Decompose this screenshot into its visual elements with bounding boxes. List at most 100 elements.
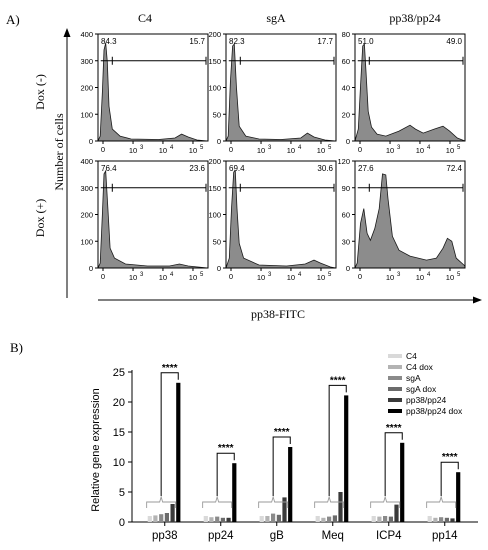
legend-swatch: [388, 387, 402, 391]
x-tick-exponent: 3: [397, 272, 401, 278]
bar-pp14-pp38-pp24-dox: [456, 472, 461, 522]
bar-pp24-c4-dox: [209, 517, 214, 522]
bar-group-pp38: pp38 ****: [146, 363, 181, 542]
histogram-frame: [225, 33, 337, 142]
y-tick-label: 60: [342, 57, 350, 66]
x-tick-label: gB: [270, 530, 284, 542]
gate-left-percent: 27.6: [358, 164, 374, 173]
bar-pp14-c4: [427, 516, 432, 522]
histogram-curve: [354, 42, 466, 142]
gate-left-percent: 82.3: [229, 37, 245, 46]
bar-pp38-pp38-pp24-dox: [176, 382, 181, 522]
panel-a-xlabel: pp38-FITC: [251, 307, 305, 321]
x-axis-arrow: [98, 296, 482, 304]
bar-meq-pp38-pp24-dox: [344, 395, 349, 522]
significance-bracket: [440, 461, 459, 496]
legend-label: sgA dox: [406, 384, 437, 394]
legend-label: sgA: [406, 373, 421, 383]
significance-stars: ****: [330, 375, 346, 386]
y-tick-label: 90: [342, 184, 350, 193]
significance-bracket: [384, 432, 403, 496]
x-tick-label: 10: [446, 273, 454, 282]
x-tick-label: 10: [159, 146, 167, 155]
legend-label: pp38/pp24 dox: [406, 406, 463, 416]
bar-meq-c4: [315, 516, 320, 522]
significance-bracket: [216, 452, 235, 496]
x-tick-label: 10: [317, 146, 325, 155]
gate-left-percent: 76.4: [101, 164, 117, 173]
bar-pp24-pp38-pp24-dox: [232, 463, 237, 522]
y-tick-label: 100: [208, 84, 221, 93]
gate-right-percent: 49.0: [446, 37, 462, 46]
x-tick-label: 10: [159, 273, 167, 282]
x-tick-label: 0: [358, 145, 362, 154]
bar-gb-c4: [259, 516, 264, 522]
bar-group-pp24: pp24 ****: [202, 443, 237, 542]
x-tick-label: 0: [101, 272, 105, 281]
x-tick-label: 0: [229, 272, 233, 281]
gate-left-percent: 84.3: [101, 37, 117, 46]
y-tick-label: 0: [217, 264, 221, 273]
bar-group-gb: gB ****: [258, 427, 293, 542]
bar-meq-c4-dox: [321, 517, 326, 522]
y-tick-label: 200: [80, 211, 93, 220]
x-tick-label: Meq: [322, 530, 344, 542]
y-tick-label: 400: [80, 157, 93, 166]
bar-icp4-sga-dox: [388, 516, 393, 522]
bar-icp4-pp38-pp24-dox: [400, 442, 405, 522]
y-tick-label: 100: [80, 237, 93, 246]
y-tick-label: 60: [342, 211, 350, 220]
bar-icp4-pp38-pp24: [394, 504, 399, 522]
y-tick-label: 200: [208, 157, 221, 166]
legend-swatch: [388, 398, 402, 402]
x-tick-label: 10: [386, 273, 394, 282]
bar-gb-c4-dox: [265, 516, 270, 522]
bar-pp24-sga-dox: [220, 517, 225, 522]
y-tick-label: 0: [89, 137, 93, 146]
y-tick-label: 40: [342, 84, 350, 93]
x-tick-label: 10: [257, 146, 265, 155]
x-tick-exponent: 5: [457, 145, 461, 151]
histogram-curve: [97, 169, 209, 269]
y-tick-label: 0: [346, 137, 350, 146]
legend-label: C4: [406, 351, 417, 361]
y-tick-label: 20: [342, 110, 350, 119]
x-tick-label: 10: [416, 146, 424, 155]
y-tick-label: 150: [208, 57, 221, 66]
x-tick-label: 10: [129, 273, 137, 282]
bar-pp14-sga-dox: [444, 517, 449, 522]
row-title-dox-minus: Dox (-): [33, 74, 47, 110]
group-brace: [426, 495, 457, 508]
x-tick-label: 10: [386, 146, 394, 155]
y-tick-label: 150: [208, 184, 221, 193]
x-tick-label: ICP4: [376, 530, 402, 542]
group-brace: [202, 495, 233, 508]
gate-left-percent: 51.0: [358, 37, 374, 46]
bar-pp24-sga: [215, 516, 220, 522]
y-tick-label: 20: [113, 397, 125, 409]
y-tick-label: 0: [217, 137, 221, 146]
x-tick-label: 10: [189, 146, 197, 155]
y-tick-label: 50: [213, 237, 221, 246]
bar-pp38-c4-dox: [153, 515, 158, 522]
y-tick-label: 100: [80, 110, 93, 119]
histogram-curve: [354, 173, 466, 269]
y-tick-label: 0: [346, 264, 350, 273]
bar-pp24-pp38-pp24: [226, 517, 231, 522]
gate-right-percent: 23.6: [189, 164, 205, 173]
bar-gb-sga: [271, 513, 276, 522]
y-tick-label: 200: [208, 30, 221, 39]
significance-stars: ****: [274, 427, 290, 438]
x-tick-exponent: 3: [140, 272, 144, 278]
column-title-sga: sgA: [266, 11, 286, 25]
legend-swatch: [388, 365, 402, 369]
gate-right-percent: 15.7: [189, 37, 205, 46]
bar-group-meq: Meq ****: [314, 375, 349, 542]
bar-meq-pp38-pp24: [338, 492, 343, 522]
significance-stars: ****: [218, 443, 234, 454]
bar-pp38-sga-dox: [164, 513, 169, 522]
